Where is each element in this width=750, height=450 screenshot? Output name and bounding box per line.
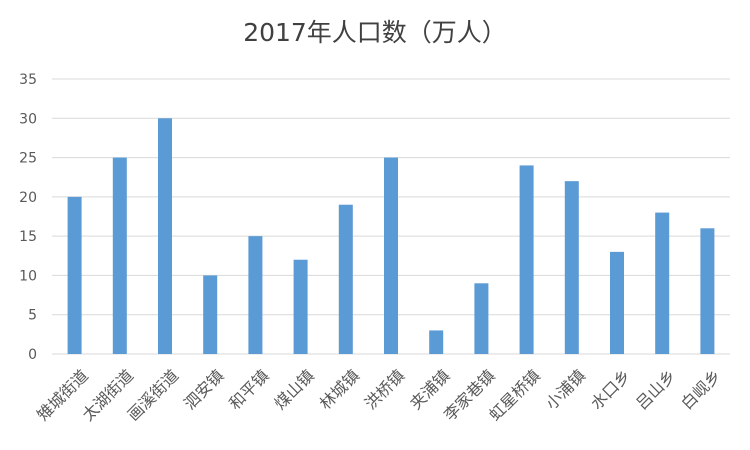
x-tick-label: 小浦镇	[542, 366, 589, 413]
bar	[610, 251, 624, 354]
bar	[67, 196, 82, 354]
y-tick-label: 15	[19, 229, 37, 245]
y-tick-label: 5	[28, 308, 37, 324]
x-axis-labels: 雉城街道太湖街道画溪街道泗安镇和平镇煤山镇林城镇洪桥镇夹浦镇李家巷镇虹星桥镇小浦…	[33, 366, 725, 425]
y-tick-label: 10	[19, 268, 37, 284]
chart-title: 2017年人口数（万人）	[243, 18, 507, 47]
y-tick-label: 35	[19, 72, 37, 88]
bar	[248, 236, 263, 354]
x-tick-label: 水口乡	[587, 366, 634, 413]
bar	[564, 181, 579, 354]
x-tick-label: 泗安镇	[180, 366, 227, 413]
bar	[700, 228, 715, 354]
bar	[384, 157, 398, 354]
x-tick-label: 白岘乡	[677, 366, 724, 413]
bar	[158, 118, 172, 355]
bar	[203, 275, 218, 354]
x-tick-label: 吕山乡	[632, 366, 679, 413]
bars	[67, 118, 715, 355]
y-tick-label: 30	[19, 111, 37, 127]
y-tick-label: 25	[19, 151, 37, 167]
x-tick-label: 林城镇	[316, 366, 363, 413]
bar	[474, 283, 489, 354]
bar	[655, 212, 670, 354]
bar	[429, 330, 444, 354]
x-tick-label: 和平镇	[225, 366, 272, 413]
y-tick-label: 20	[19, 190, 37, 206]
bar	[112, 157, 127, 354]
x-tick-label: 煤山镇	[271, 366, 318, 413]
y-tick-label: 0	[28, 347, 37, 363]
bar	[293, 259, 308, 354]
bar	[338, 204, 353, 354]
bar	[519, 165, 534, 354]
y-axis-ticks: 0 5 10 15 20 25 30 35	[19, 72, 37, 363]
x-tick-label: 洪桥镇	[361, 366, 408, 413]
